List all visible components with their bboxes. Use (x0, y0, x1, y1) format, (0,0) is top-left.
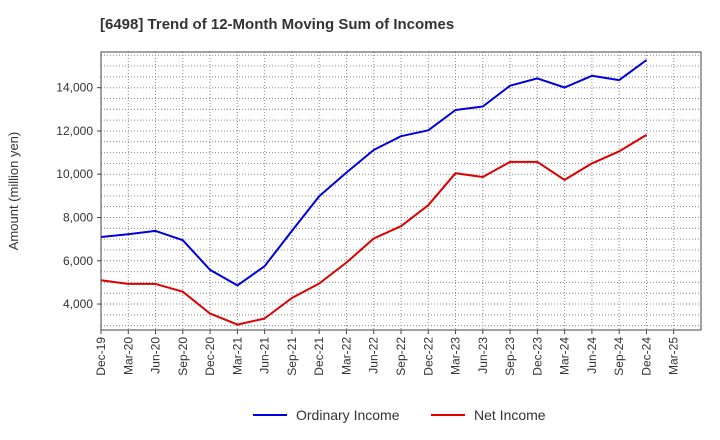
series-layer (100, 59, 648, 326)
x-tick-label: Mar-25 (667, 337, 681, 375)
x-tick-label: Jun-24 (585, 337, 599, 374)
x-tick-label: Dec-24 (639, 337, 653, 376)
y-tick-label: 6,000 (63, 254, 93, 268)
x-tick-label: Mar-24 (558, 337, 572, 375)
x-tick-label: Dec-19 (94, 337, 108, 376)
x-tick-label: Sep-23 (503, 337, 517, 376)
x-tick-label: Mar-22 (339, 337, 353, 375)
x-tick-label: Dec-23 (530, 337, 544, 376)
x-tick-label: Sep-21 (285, 337, 299, 376)
x-tick-label: Sep-24 (612, 337, 626, 376)
ytick-layer: 4,000 6,000 8,000 10,000 12,000 14,000 (56, 81, 101, 311)
x-tick-label: Jun-23 (476, 337, 490, 374)
y-tick-label: 14,000 (56, 81, 93, 95)
legend: Ordinary Income Net Income (253, 407, 546, 423)
x-tick-label: Sep-22 (394, 337, 408, 376)
series-line-ordinary-income (100, 59, 648, 287)
x-tick-label: Mar-23 (449, 337, 463, 375)
x-tick-label: Dec-21 (312, 337, 326, 376)
y-tick-label: 10,000 (56, 167, 93, 181)
x-tick-label: Jun-22 (367, 337, 381, 374)
x-tick-label: Dec-22 (421, 337, 435, 376)
x-tick-label: Dec-20 (203, 337, 217, 376)
y-tick-label: 4,000 (63, 297, 93, 311)
x-tick-label: Mar-21 (230, 337, 244, 375)
y-axis-title: Amount (million yen) (6, 132, 21, 251)
y-tick-label: 8,000 (63, 211, 93, 225)
y-tick-label: 12,000 (56, 124, 93, 138)
grid-layer (101, 52, 702, 330)
x-tick-label: Sep-20 (176, 337, 190, 376)
x-tick-label: Jun-20 (149, 337, 163, 374)
x-tick-label: Mar-20 (121, 337, 135, 375)
legend-label-net-income: Net Income (474, 407, 546, 423)
x-tick-label: Jun-21 (258, 337, 272, 374)
xtick-layer: Dec-19 Mar-20 Jun-20 Sep-20 Dec-20 Mar-21 Jun-… (94, 330, 681, 376)
chart-title: [6498] Trend of 12-Month Moving Sum of I… (100, 16, 455, 33)
legend-label-ordinary-income: Ordinary Income (296, 407, 400, 423)
series-line-net-income (100, 134, 648, 326)
